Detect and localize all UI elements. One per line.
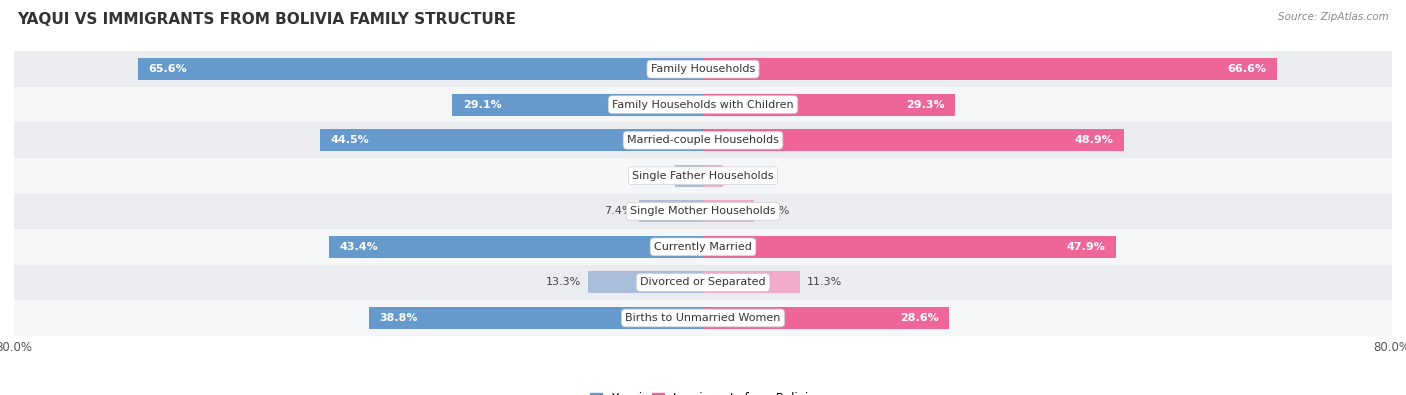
- Bar: [14, 194, 1392, 229]
- Text: 13.3%: 13.3%: [547, 277, 582, 288]
- Text: Divorced or Separated: Divorced or Separated: [640, 277, 766, 288]
- Bar: [589, 271, 703, 293]
- Bar: [319, 129, 703, 151]
- Text: Births to Unmarried Women: Births to Unmarried Women: [626, 313, 780, 323]
- Bar: [14, 300, 1392, 336]
- Text: Single Mother Households: Single Mother Households: [630, 206, 776, 216]
- Text: 3.2%: 3.2%: [640, 171, 669, 181]
- Bar: [703, 94, 955, 116]
- Bar: [14, 51, 1392, 87]
- Text: Family Households with Children: Family Households with Children: [612, 100, 794, 110]
- Bar: [14, 229, 1392, 265]
- Text: 11.3%: 11.3%: [807, 277, 842, 288]
- Bar: [453, 94, 703, 116]
- Text: 48.9%: 48.9%: [1076, 135, 1114, 145]
- Bar: [138, 58, 703, 80]
- Bar: [703, 307, 949, 329]
- Bar: [703, 129, 1125, 151]
- Text: 44.5%: 44.5%: [330, 135, 368, 145]
- Bar: [703, 236, 1115, 258]
- Text: 28.6%: 28.6%: [900, 313, 939, 323]
- Text: 29.1%: 29.1%: [463, 100, 502, 110]
- Bar: [703, 58, 1277, 80]
- Text: 7.4%: 7.4%: [605, 206, 633, 216]
- Bar: [14, 87, 1392, 122]
- Text: Source: ZipAtlas.com: Source: ZipAtlas.com: [1278, 12, 1389, 22]
- Bar: [14, 122, 1392, 158]
- Text: 65.6%: 65.6%: [149, 64, 187, 74]
- Legend: Yaqui, Immigrants from Bolivia: Yaqui, Immigrants from Bolivia: [585, 387, 821, 395]
- Text: Single Father Households: Single Father Households: [633, 171, 773, 181]
- Bar: [703, 165, 723, 187]
- Text: Family Households: Family Households: [651, 64, 755, 74]
- Text: YAQUI VS IMMIGRANTS FROM BOLIVIA FAMILY STRUCTURE: YAQUI VS IMMIGRANTS FROM BOLIVIA FAMILY …: [17, 12, 516, 27]
- Text: 66.6%: 66.6%: [1227, 64, 1267, 74]
- Text: Married-couple Households: Married-couple Households: [627, 135, 779, 145]
- Bar: [14, 158, 1392, 194]
- Text: 29.3%: 29.3%: [907, 100, 945, 110]
- Text: 43.4%: 43.4%: [340, 242, 378, 252]
- Bar: [675, 165, 703, 187]
- Text: 47.9%: 47.9%: [1066, 242, 1105, 252]
- Text: Currently Married: Currently Married: [654, 242, 752, 252]
- Text: 38.8%: 38.8%: [380, 313, 418, 323]
- Bar: [368, 307, 703, 329]
- Text: 2.3%: 2.3%: [730, 171, 758, 181]
- Bar: [640, 200, 703, 222]
- Bar: [703, 271, 800, 293]
- Text: 5.9%: 5.9%: [761, 206, 789, 216]
- Bar: [329, 236, 703, 258]
- Bar: [14, 265, 1392, 300]
- Bar: [703, 200, 754, 222]
